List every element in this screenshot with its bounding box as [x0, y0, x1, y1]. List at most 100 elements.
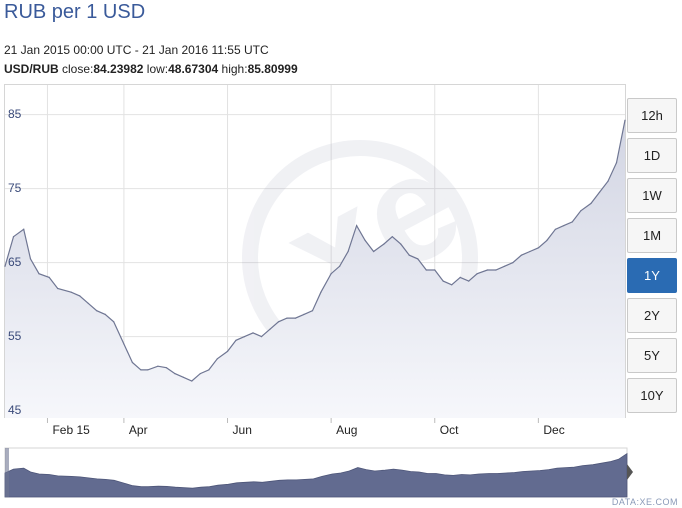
data-point	[182, 376, 184, 378]
close-value: 84.23982	[93, 62, 144, 76]
data-point	[537, 247, 539, 249]
data-point	[495, 269, 497, 271]
data-point	[598, 191, 601, 193]
data-point	[546, 239, 548, 241]
range-button-1y[interactable]: 1Y	[627, 258, 677, 293]
data-point	[615, 162, 618, 164]
data-point	[294, 317, 297, 319]
data-point	[216, 358, 218, 360]
data-point	[529, 250, 531, 253]
low-value: 48.67304	[168, 62, 219, 76]
data-point	[226, 350, 229, 352]
data-point	[48, 276, 50, 278]
y-tick-label: 45	[8, 402, 22, 417]
data-point	[311, 310, 314, 312]
data-point	[174, 373, 176, 375]
data-point	[70, 291, 72, 293]
data-point	[571, 221, 573, 223]
high-value: 85.80999	[247, 62, 298, 76]
data-point	[373, 250, 375, 253]
y-tick-label: 75	[8, 180, 22, 195]
data-point	[123, 343, 125, 345]
data-point	[391, 236, 393, 238]
data-point	[269, 328, 271, 330]
data-point	[4, 265, 6, 267]
y-tick-label: 65	[8, 254, 22, 269]
data-point	[23, 228, 25, 230]
date-range: 21 Jan 2015 00:00 UTC - 21 Jan 2016 11:5…	[4, 43, 269, 57]
x-tick-label: Oct	[439, 423, 459, 437]
data-point	[554, 228, 556, 230]
data-point	[199, 373, 201, 375]
data-point	[347, 250, 349, 253]
data-point	[425, 269, 427, 271]
data-point	[607, 180, 609, 182]
data-point	[339, 265, 341, 267]
data-point	[459, 276, 461, 278]
data-point	[96, 310, 98, 312]
range-button-12h[interactable]: 12h	[627, 98, 677, 133]
data-point	[243, 336, 246, 338]
navigator-handle-right[interactable]	[627, 464, 633, 480]
currency-pair: USD/RUB	[4, 62, 59, 76]
data-point	[38, 273, 40, 275]
data-point	[79, 295, 81, 297]
data-point	[356, 225, 358, 227]
data-point	[563, 225, 565, 227]
data-point	[503, 265, 505, 267]
range-selector: 12h 1D 1W 1M 1Y 2Y 5Y 10Y	[627, 98, 679, 418]
data-point	[520, 254, 522, 256]
data-point	[417, 258, 419, 260]
data-point	[104, 313, 106, 315]
low-label: low:	[146, 62, 169, 76]
data-point	[260, 336, 263, 338]
x-tick-label: Dec	[543, 423, 565, 437]
data-point	[451, 284, 453, 286]
x-tick-label: Feb 15	[52, 423, 90, 437]
navigator-handle-left[interactable]	[5, 448, 9, 497]
data-point	[57, 287, 59, 290]
range-button-1d[interactable]: 1D	[627, 138, 677, 173]
data-point	[157, 365, 159, 367]
data-point	[434, 269, 436, 271]
data-point	[303, 313, 305, 315]
chart-title: RUB per 1 USD	[4, 1, 146, 23]
data-point	[235, 339, 237, 341]
data-point	[277, 321, 280, 323]
x-tick-label: Apr	[128, 423, 148, 437]
data-point	[468, 280, 470, 282]
data-point	[442, 280, 444, 282]
data-point	[191, 380, 193, 382]
data-point	[12, 236, 15, 238]
y-tick-label: 85	[8, 106, 22, 121]
data-point	[131, 361, 133, 364]
data-point	[486, 269, 489, 271]
data-source-credit: DATA:XE.COM	[611, 497, 678, 507]
range-button-1w[interactable]: 1W	[627, 178, 677, 213]
data-point	[113, 321, 115, 323]
data-point	[87, 302, 89, 304]
x-tick-label: Aug	[336, 423, 358, 437]
data-point	[383, 243, 385, 245]
data-point	[165, 367, 167, 369]
range-button-5y[interactable]: 5Y	[627, 338, 677, 373]
data-point	[580, 210, 582, 212]
data-point	[408, 254, 410, 256]
data-point	[624, 119, 626, 121]
data-point	[590, 202, 592, 204]
series-area	[5, 120, 625, 418]
navigator-series	[4, 452, 628, 498]
data-point	[476, 273, 478, 275]
data-point	[400, 243, 402, 245]
data-point	[286, 317, 288, 319]
y-tick-label: 55	[8, 328, 22, 343]
pair-stats: USD/RUB close:84.23982 low:48.67304 high…	[4, 62, 298, 76]
data-point	[147, 369, 149, 371]
close-label: close:	[62, 62, 94, 76]
data-point	[208, 369, 210, 371]
data-point	[252, 332, 254, 334]
range-button-10y[interactable]: 10Y	[627, 378, 677, 413]
range-button-2y[interactable]: 2Y	[627, 298, 677, 333]
range-button-1m[interactable]: 1M	[627, 218, 677, 253]
